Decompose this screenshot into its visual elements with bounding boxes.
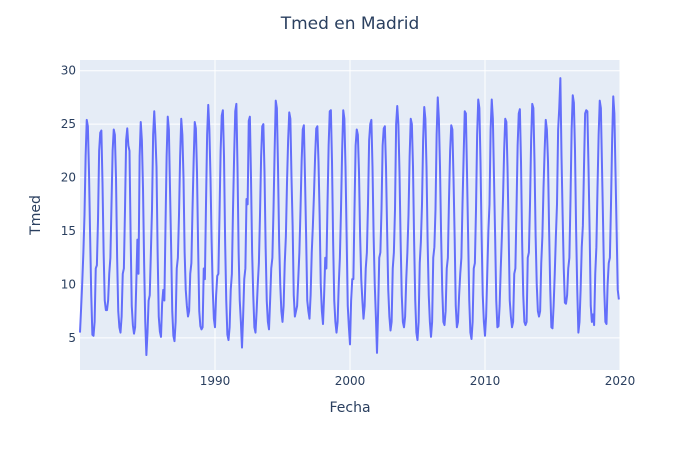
x-tick-label: 2020 (605, 374, 636, 388)
x-tick-label: 2010 (470, 374, 501, 388)
y-tick-label: 15 (61, 224, 76, 238)
y-tick-label: 25 (61, 117, 76, 131)
y-axis-title: Tmed (28, 195, 44, 236)
tick-labels: 5 10 15 20 25 30 1990 2000 2010 2020 (61, 64, 636, 388)
y-tick-label: 20 (61, 171, 76, 185)
x-axis-title: Fecha (329, 400, 370, 416)
chart-title: Tmed en Madrid (280, 14, 420, 34)
series-line (79, 77, 620, 357)
y-tick-label: 10 (61, 277, 76, 291)
y-tick-label: 5 (68, 331, 76, 345)
x-tick-label: 1990 (200, 374, 231, 388)
x-tick-label: 2000 (335, 374, 366, 388)
series-layer (79, 77, 620, 357)
y-tick-label: 30 (61, 64, 76, 78)
